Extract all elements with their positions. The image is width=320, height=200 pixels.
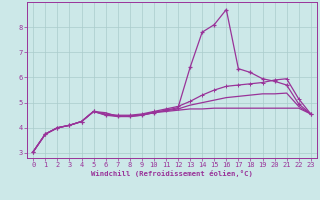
X-axis label: Windchill (Refroidissement éolien,°C): Windchill (Refroidissement éolien,°C) bbox=[91, 170, 253, 177]
